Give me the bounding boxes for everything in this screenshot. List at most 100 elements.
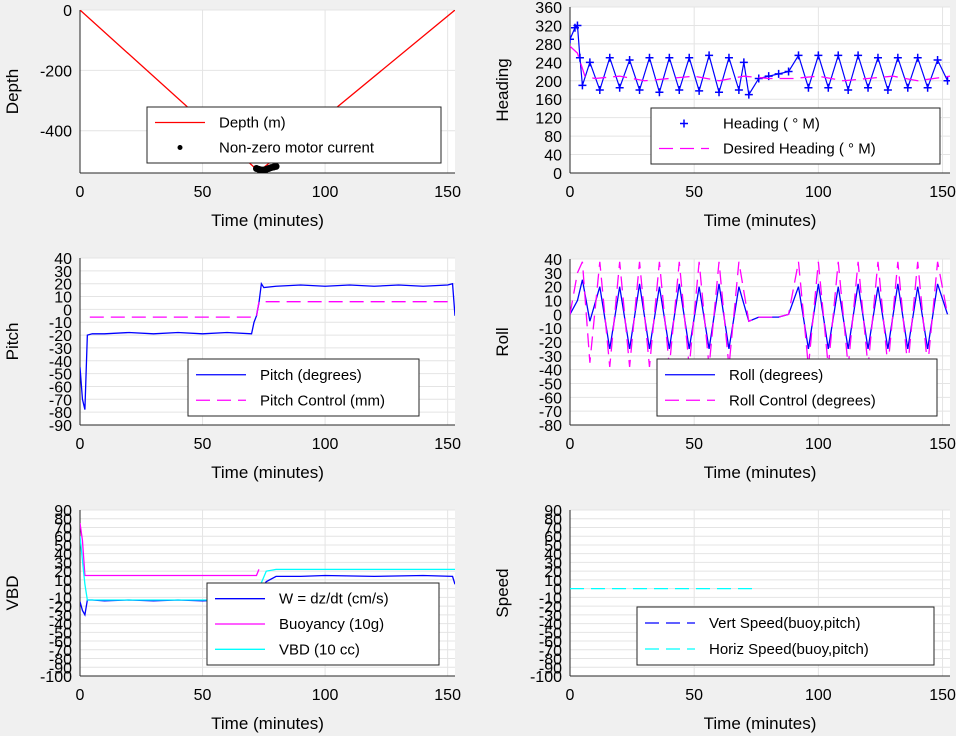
legend-box <box>650 107 941 165</box>
x-tick-label: 50 <box>194 687 212 704</box>
y-tick-label: 0 <box>553 582 562 599</box>
legend: Vert Speed(buoy,pitch) Horiz Speed(buoy,p… <box>636 606 935 666</box>
chart-panel-6: 0 50 100 1509080706050403020100-10-20-30-40… <box>493 503 956 733</box>
y-tick-label: -50 <box>539 377 562 394</box>
y-tick-label: 80 <box>544 129 562 146</box>
y-tick-label: -60 <box>49 379 72 396</box>
y-tick-label: -80 <box>49 405 72 422</box>
y-tick-label: -20 <box>539 599 562 616</box>
y-tick-label: 30 <box>544 555 562 572</box>
series-line <box>89 301 448 318</box>
y-tick-label: -400 <box>40 124 72 141</box>
y-tick-label: 40 <box>544 252 562 269</box>
series-line <box>570 45 950 82</box>
y-tick-label: 240 <box>535 55 562 72</box>
x-tick-label: 0 <box>76 436 85 453</box>
x-tick-label: 150 <box>434 436 461 453</box>
y-tick-label: 20 <box>544 564 562 581</box>
y-tick-label: 40 <box>544 547 562 564</box>
y-tick-label: 10 <box>54 290 72 307</box>
legend: Depth (m) Non-zero motor current <box>146 106 442 164</box>
chart-panel-4: 0 50 100 150403020100-10-20-30-40-50-60-70-… <box>493 252 956 482</box>
legend-label: Horiz Speed(buoy,pitch) <box>709 641 869 658</box>
data-point <box>570 35 574 44</box>
x-tick-label: 50 <box>194 184 212 201</box>
y-tick-label: -30 <box>539 608 562 625</box>
y-tick-label: 80 <box>544 512 562 529</box>
legend-label: Pitch Control (mm) <box>260 392 385 409</box>
x-tick-label: 100 <box>312 184 339 201</box>
y-tick-label: 60 <box>54 529 72 546</box>
x-tick-label: 0 <box>76 687 85 704</box>
y-tick-label: 360 <box>535 0 562 17</box>
y-tick-label: 30 <box>54 264 72 281</box>
chart-panel-3: 0 50 100 150403020100-10-20-30-40-50-60-70-… <box>3 251 461 482</box>
y-tick-label: 0 <box>63 582 72 599</box>
series-line <box>570 24 949 97</box>
x-tick-label: 100 <box>805 184 832 201</box>
legend-label: W = dz/dt (cm/s) <box>279 591 389 608</box>
y-tick-label: -40 <box>49 354 72 371</box>
legend: Pitch (degrees) Pitch Control (mm) <box>187 358 420 417</box>
legend-label: Roll (degrees) <box>729 367 823 384</box>
series-2 <box>252 162 280 173</box>
y-tick-label: -40 <box>539 363 562 380</box>
y-tick-label: -70 <box>49 643 72 660</box>
y-tick-label: -100 <box>40 669 72 686</box>
y-tick-label: -80 <box>539 652 562 669</box>
y-tick-label: 320 <box>535 18 562 35</box>
series-line <box>570 279 949 350</box>
series-line <box>80 281 455 410</box>
y-tick-label: 30 <box>544 266 562 283</box>
y-tick-label: 0 <box>553 307 562 324</box>
legend: Heading ( ° M) Desired Heading ( ° M) <box>650 107 941 165</box>
y-tick-label: 0 <box>63 3 72 20</box>
y-tick-label: 10 <box>544 573 562 590</box>
series-1 <box>570 279 949 350</box>
y-tick-label: 80 <box>54 512 72 529</box>
y-tick-label: -40 <box>539 617 562 634</box>
y-tick-label: -20 <box>49 599 72 616</box>
y-tick-label: -90 <box>49 660 72 677</box>
y-axis-label: Roll <box>493 327 512 356</box>
legend-marker <box>177 145 183 150</box>
x-tick-label: 0 <box>76 184 85 201</box>
x-axis-label: Time (minutes) <box>211 714 324 733</box>
series-2 <box>570 45 950 82</box>
y-tick-label: 60 <box>544 529 562 546</box>
y-tick-label: 10 <box>544 294 562 311</box>
y-tick-label: -20 <box>49 328 72 345</box>
legend-label: Heading ( ° M) <box>723 116 820 133</box>
y-tick-label: 20 <box>544 280 562 297</box>
x-tick-label: 0 <box>566 184 575 201</box>
y-tick-label: -70 <box>539 643 562 660</box>
series-line <box>80 523 260 577</box>
y-tick-label: 10 <box>54 573 72 590</box>
legend-box <box>636 606 935 666</box>
legend-label: Roll Control (degrees) <box>729 392 876 409</box>
y-tick-label: -80 <box>539 418 562 435</box>
y-tick-label: -90 <box>539 660 562 677</box>
legend-label: Vert Speed(buoy,pitch) <box>709 615 860 632</box>
x-tick-label: 150 <box>434 687 461 704</box>
x-tick-label: 100 <box>312 687 339 704</box>
x-axis-label: Time (minutes) <box>704 714 817 733</box>
y-tick-label: -30 <box>539 349 562 366</box>
legend-box <box>187 358 420 417</box>
x-tick-label: 150 <box>929 436 956 453</box>
y-tick-label: -30 <box>49 341 72 358</box>
series-2 <box>80 523 260 577</box>
legend-box <box>146 106 442 164</box>
y-tick-label: -10 <box>539 321 562 338</box>
y-tick-label: -50 <box>49 625 72 642</box>
x-tick-label: 50 <box>194 436 212 453</box>
y-tick-label: -60 <box>539 390 562 407</box>
y-tick-label: -10 <box>49 590 72 607</box>
y-tick-label: -70 <box>539 404 562 421</box>
x-tick-label: 150 <box>434 184 461 201</box>
y-tick-label: -30 <box>49 608 72 625</box>
x-tick-label: 150 <box>929 184 956 201</box>
y-tick-label: 0 <box>553 166 562 183</box>
y-axis-label: Heading <box>493 58 512 121</box>
y-tick-label: 90 <box>54 503 72 520</box>
